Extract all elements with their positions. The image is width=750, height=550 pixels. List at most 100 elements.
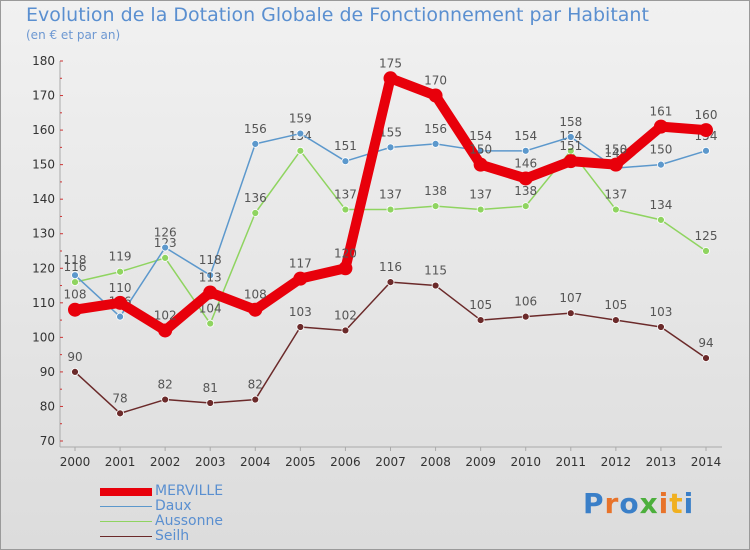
data-point-daux [386,143,395,152]
data-point-merville [473,157,488,172]
data-point-aussonne [71,278,79,286]
data-label-merville: 170 [424,74,447,88]
data-point-aussonne [161,254,170,262]
data-label-merville: 110 [109,281,132,295]
x-tick-label: 2008 [420,455,451,469]
x-tick-label: 2007 [375,455,406,469]
x-tick-label: 2001 [105,455,136,469]
data-point-daux [71,271,79,280]
data-label-seilh: 105 [469,298,492,312]
data-label-merville: 108 [64,288,87,302]
data-point-seilh [702,354,710,362]
data-point-aussonne [206,319,215,328]
x-tick-label: 2011 [556,455,587,469]
logo-letter: r [604,487,620,520]
data-label-daux: 126 [154,226,177,240]
data-label-seilh: 106 [514,295,537,309]
x-tick-label: 2003 [195,455,226,469]
data-label-daux: 156 [244,122,267,136]
data-label-daux: 154 [514,129,537,143]
data-point-seilh [116,409,124,418]
data-point-daux [161,243,170,252]
data-point-merville [699,123,713,138]
logo-letter: o [619,487,640,520]
y-tick-label: 140 [32,192,55,206]
data-label-seilh: 94 [698,336,713,350]
data-point-aussonne [116,267,124,276]
data-label-merville: 146 [514,156,537,170]
data-point-merville [158,323,173,338]
data-label-seilh: 102 [334,308,357,322]
logo-letter: i [658,487,670,520]
legend-swatch-merville [100,488,152,496]
data-label-daux: 155 [379,125,402,139]
x-tick-label: 2005 [285,455,316,469]
data-label-seilh: 105 [604,298,627,312]
legend-item-aussonne: Aussonne [100,513,300,529]
data-point-daux [566,133,575,141]
data-label-daux: 150 [649,143,672,157]
legend-swatch-daux [100,506,152,507]
legend-swatch-aussonne [100,521,152,522]
data-point-daux [206,271,215,280]
data-label-merville: 151 [559,139,582,153]
data-point-aussonne [476,205,485,214]
data-label-seilh: 90 [67,350,82,364]
x-tick-label: 2010 [510,455,541,469]
data-point-merville [608,157,623,172]
data-point-daux [296,129,305,138]
data-label-aussonne: 137 [379,188,402,202]
data-label-daux: 151 [334,139,357,153]
legend-label-seilh: Seilh [155,528,190,544]
legend-item-merville: MERVILLE [100,483,300,499]
data-point-merville [383,71,398,86]
x-tick-label: 2000 [60,455,91,469]
proxiti-logo: Proxiti [583,487,694,520]
chart-subtitle: (en € et par an) [26,28,121,42]
data-point-daux [702,146,710,155]
data-label-aussonne: 134 [649,198,672,212]
y-tick-label: 180 [32,54,55,68]
legend-label-aussonne: Aussonne [155,513,223,529]
data-label-merville: 117 [289,257,312,271]
data-point-seilh [296,323,305,331]
data-point-seilh [521,312,530,321]
data-label-seilh: 115 [424,264,447,278]
data-point-seilh [657,323,665,331]
data-point-aussonne [657,216,665,224]
data-point-aussonne [431,202,440,210]
data-label-aussonne: 116 [64,260,87,274]
legend-label-daux: Daux [155,498,192,514]
data-label-daux: 118 [64,253,87,267]
data-point-aussonne [251,209,260,217]
data-label-merville: 102 [154,308,177,322]
data-point-aussonne [296,146,305,155]
data-point-seilh [251,395,260,404]
y-tick-label: 160 [32,123,55,137]
data-point-seilh [161,395,170,404]
data-point-merville [518,171,533,186]
data-label-aussonne: 104 [199,302,222,316]
data-point-aussonne [521,202,530,210]
data-label-merville: 150 [604,143,627,157]
data-point-seilh [566,309,575,318]
y-tick-label: 70 [40,434,55,448]
x-tick-label: 2013 [646,455,677,469]
data-point-daux [521,146,530,155]
logo-letter: t [669,487,684,520]
data-point-seilh [206,399,215,407]
data-label-seilh: 78 [112,391,127,405]
data-label-seilh: 81 [203,381,218,395]
data-point-seilh [341,326,350,335]
data-label-aussonne: 138 [514,184,537,198]
logo-letter: x [639,487,659,520]
data-point-daux [341,157,350,166]
x-tick-label: 2004 [240,455,271,469]
y-tick-label: 90 [40,365,55,379]
data-point-daux [116,312,124,321]
data-label-aussonne: 136 [244,191,267,205]
x-tick-label: 2014 [691,455,722,469]
x-tick-label: 2002 [150,455,181,469]
data-point-daux [251,140,260,148]
